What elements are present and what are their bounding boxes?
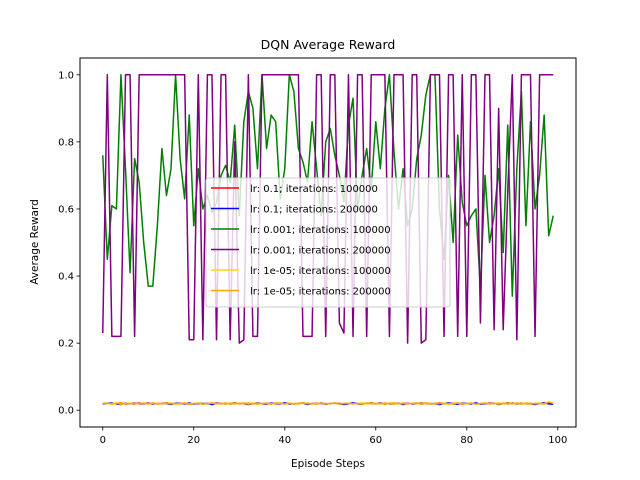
legend-label-3: lr: 0.001; iterations: 200000 [250, 245, 391, 256]
y-tick-label: 0.6 [58, 204, 74, 215]
x-tick-label: 20 [187, 435, 200, 446]
y-axis-label: Average Reward [29, 199, 41, 285]
x-tick-label: 60 [369, 435, 382, 446]
x-tick-label: 0 [100, 435, 106, 446]
x-tick-label: 100 [548, 435, 567, 446]
x-tick-label: 40 [278, 435, 291, 446]
legend: lr: 0.1; iterations: 100000 lr: 0.1; iter… [205, 177, 451, 308]
series-line-2 [102, 74, 554, 297]
legend-box [205, 177, 451, 308]
x-axis-label: Episode Steps [291, 458, 365, 470]
legend-label-5: lr: 1e-05; iterations: 200000 [250, 286, 391, 297]
y-tick-label: 0.2 [58, 339, 74, 350]
legend-label-4: lr: 1e-05; iterations: 100000 [250, 266, 391, 277]
chart-title: DQN Average Reward [261, 37, 396, 52]
series-line-5 [102, 401, 554, 405]
legend-label-2: lr: 0.001; iterations: 100000 [250, 225, 391, 236]
y-tick-label: 0.4 [58, 272, 74, 283]
legend-label-0: lr: 0.1; iterations: 100000 [250, 184, 378, 195]
x-axis: 0 20 40 60 80 100 [100, 427, 567, 446]
axes-frame [79, 57, 577, 428]
y-tick-label: 0.0 [58, 406, 74, 417]
y-tick-label: 1.0 [58, 70, 74, 81]
legend-label-1: lr: 0.1; iterations: 200000 [250, 204, 378, 215]
x-tick-label: 80 [460, 435, 473, 446]
y-axis: 0.0 0.2 0.4 0.6 0.8 1.0 [58, 70, 80, 417]
y-tick-label: 0.8 [58, 137, 74, 148]
